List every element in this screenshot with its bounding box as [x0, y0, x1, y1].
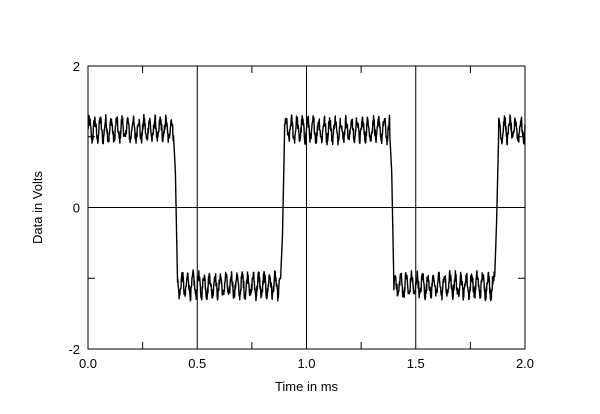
y-tick-label: 0 [73, 201, 80, 216]
x-tick-label: 0.5 [188, 356, 206, 371]
y-tick-label: -2 [68, 342, 80, 357]
plot-frame [87, 65, 526, 350]
series-line [87, 113, 526, 302]
x-tick-label: 0.0 [79, 356, 97, 371]
y-tick-label: 2 [73, 59, 80, 74]
x-tick-labels: 0.0 0.5 1.0 1.5 2.0 [79, 356, 534, 371]
y-tick-labels: -2 0 2 [68, 59, 80, 357]
x-tick-label: 1.5 [407, 356, 425, 371]
x-axis-label: Time in ms [275, 379, 339, 394]
axis-ticks [88, 66, 525, 349]
x-tick-label: 2.0 [516, 356, 534, 371]
grid-lines [88, 66, 525, 349]
y-axis-label: Data in Volts [30, 171, 45, 244]
x-tick-label: 1.0 [297, 356, 315, 371]
series-layer [87, 113, 526, 302]
